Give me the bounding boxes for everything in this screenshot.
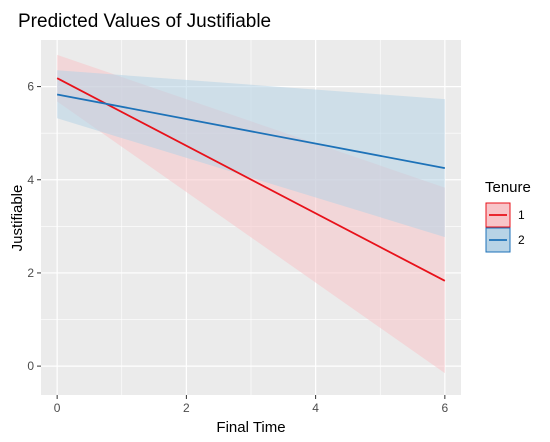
chart-title: Predicted Values of Justifiable <box>18 11 271 32</box>
series-lines <box>56 77 446 282</box>
y-tick-label: 6 <box>27 80 34 94</box>
y-tick-label: 2 <box>27 266 34 280</box>
series-line-tenure-2 <box>56 93 446 170</box>
x-tick-label: 4 <box>312 401 319 415</box>
y-tick-label: 4 <box>27 173 34 187</box>
legend-label-tenure-1: 1 <box>518 208 525 222</box>
legend-title: Tenure <box>485 179 531 196</box>
x-axis-title: Final Time <box>216 419 285 436</box>
confidence-band-tenure-2 <box>57 70 445 238</box>
x-tick-label: 2 <box>183 401 190 415</box>
x-axis: 0 2 4 6 <box>54 395 449 415</box>
y-tick-label: 0 <box>27 359 34 373</box>
confidence-bands <box>57 54 445 374</box>
y-axis: 0 2 4 6 <box>27 80 41 373</box>
legend-label-tenure-2: 2 <box>518 233 525 247</box>
series-line-tenure-1 <box>56 77 446 282</box>
x-tick-label: 6 <box>442 401 449 415</box>
y-axis-title: Justifiable <box>9 185 26 252</box>
x-tick-label: 0 <box>54 401 61 415</box>
legend: Tenure 1 2 <box>485 179 531 253</box>
